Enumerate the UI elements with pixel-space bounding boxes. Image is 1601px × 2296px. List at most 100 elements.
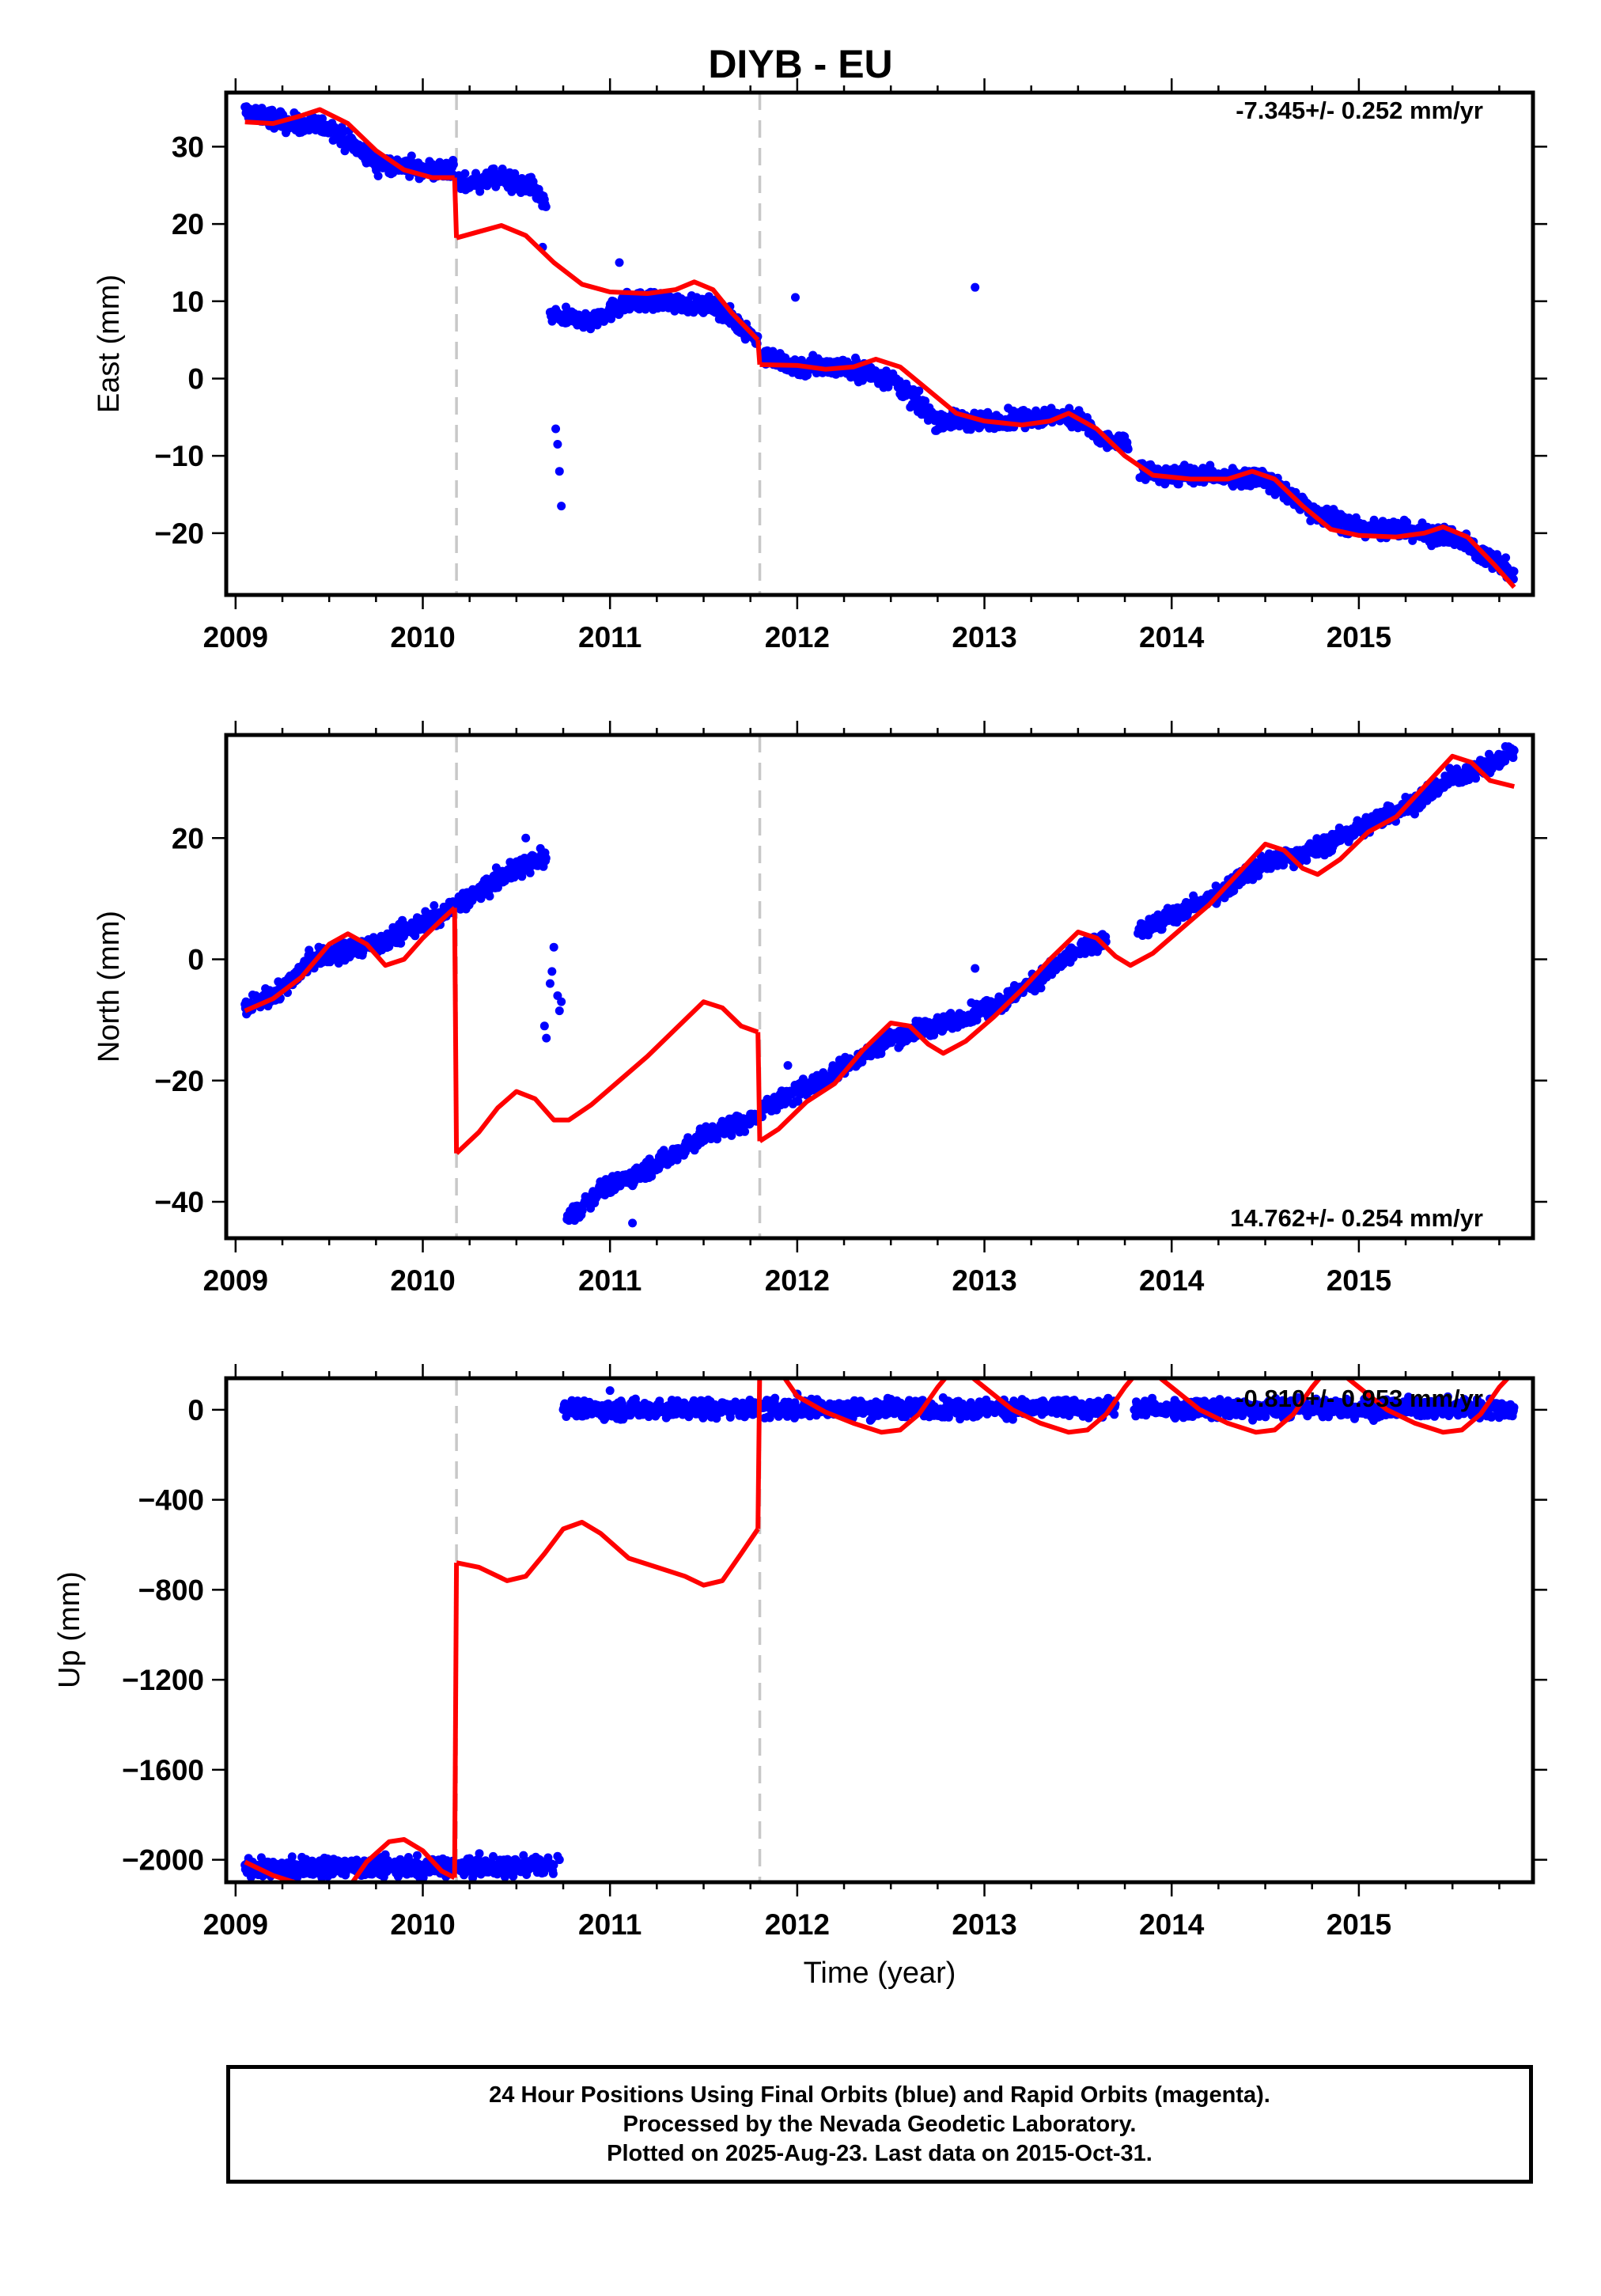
east-model-curve [244, 107, 1516, 589]
data-point [798, 1074, 808, 1084]
up-ticks [212, 1364, 1547, 1896]
data-point [914, 386, 924, 396]
outlier-point [557, 997, 566, 1006]
data-point [541, 202, 551, 211]
data-point [318, 114, 327, 123]
x-tick-label: 2012 [765, 1264, 830, 1297]
data-point [411, 931, 420, 941]
data-point [485, 892, 494, 901]
east-plot-frame [224, 90, 1535, 597]
model-curve-segment [244, 906, 456, 1013]
north-model-curve [244, 753, 1516, 1155]
y-tick-label: 30 [172, 131, 204, 163]
data-point [541, 854, 551, 863]
outlier-point [549, 942, 558, 952]
data-point [1410, 809, 1419, 819]
data-point [287, 1852, 297, 1862]
north-y-axis-label: North (mm) [93, 911, 126, 1063]
data-point [549, 1860, 558, 1870]
x-tick-label: 2015 [1327, 621, 1391, 654]
outlier-point [554, 467, 564, 476]
outlier-point [551, 424, 561, 434]
x-tick-label: 2014 [1139, 1264, 1205, 1297]
outlier-point [553, 440, 562, 449]
y-tick-label: 20 [172, 822, 204, 854]
outlier-point [554, 1006, 564, 1016]
model-curve-segment [759, 357, 1516, 589]
y-tick-label: −40 [154, 1186, 204, 1218]
outlier-point [971, 282, 980, 292]
x-tick-label: 2012 [765, 621, 830, 654]
data-point [1509, 566, 1519, 576]
east-y-axis-label: East (mm) [93, 275, 126, 413]
x-tick-label: 2009 [203, 621, 268, 654]
data-point [1302, 856, 1311, 865]
north-ticks [212, 721, 1547, 1252]
data-point [1508, 753, 1518, 763]
model-curve-segment [758, 753, 1516, 1143]
x-tick-label: 2015 [1327, 1264, 1391, 1297]
model-offset-jump [755, 339, 763, 366]
data-point [607, 314, 616, 324]
x-tick-label: 2009 [203, 1264, 268, 1297]
outlier-point [557, 502, 566, 511]
north-x-tick-labels: 2009 2010 2011 2012 2013 2014 2015 [203, 1264, 1391, 1297]
data-point [407, 151, 416, 161]
outlier-point [547, 967, 557, 976]
up-discontinuities [455, 1378, 762, 1882]
data-point [548, 1869, 558, 1878]
y-tick-label: 20 [172, 208, 204, 241]
data-point [1501, 553, 1511, 563]
outlier-point [615, 258, 624, 267]
data-point [793, 1097, 803, 1106]
outlier-point [790, 293, 800, 302]
north-velocity-label: 14.762+/- 0.254 mm/yr [1230, 1204, 1483, 1232]
data-point [475, 1849, 484, 1858]
data-point [884, 382, 893, 392]
outlier-point [628, 1218, 638, 1228]
north-discontinuities [455, 735, 762, 1238]
data-point [1036, 983, 1046, 993]
model-curve-segment [455, 999, 759, 1155]
y-tick-label: 10 [172, 286, 204, 318]
outlier-point [539, 1021, 549, 1031]
y-tick-label: −10 [154, 440, 204, 472]
north-data-points [240, 742, 1519, 1228]
north-plot-frame [224, 733, 1535, 1241]
data-point [449, 160, 458, 169]
outlier-point [971, 964, 980, 973]
east-data-points [240, 102, 1519, 584]
data-point [460, 169, 470, 178]
x-tick-label: 2010 [390, 1264, 455, 1297]
data-point [430, 901, 439, 910]
model-offset-jump [452, 177, 460, 238]
data-point [1172, 918, 1182, 927]
x-tick-label: 2014 [1139, 621, 1205, 654]
data-point [505, 858, 515, 867]
x-tick-label: 2013 [952, 621, 1016, 654]
data-point [740, 1127, 750, 1136]
y-tick-label: 0 [187, 362, 204, 395]
data-point [1123, 445, 1133, 454]
data-point [498, 165, 507, 173]
outlier-point [521, 833, 531, 843]
data-point [517, 872, 527, 881]
model-offset-jump [452, 907, 460, 1154]
model-curve-segment [456, 223, 760, 342]
model-curve-segment [244, 107, 455, 180]
east-velocity-label: -7.345+/- 0.252 mm/yr [1236, 97, 1483, 124]
data-point [921, 396, 930, 406]
outlier-point [783, 1061, 793, 1070]
data-point [1509, 746, 1519, 756]
up-data-points [240, 1386, 1519, 1882]
outlier-point [542, 1033, 551, 1043]
y-tick-label: −20 [154, 1065, 204, 1097]
east-x-tick-labels: 2009 2010 2011 2012 2013 2014 2015 [203, 621, 1391, 654]
x-tick-label: 2010 [390, 621, 455, 654]
